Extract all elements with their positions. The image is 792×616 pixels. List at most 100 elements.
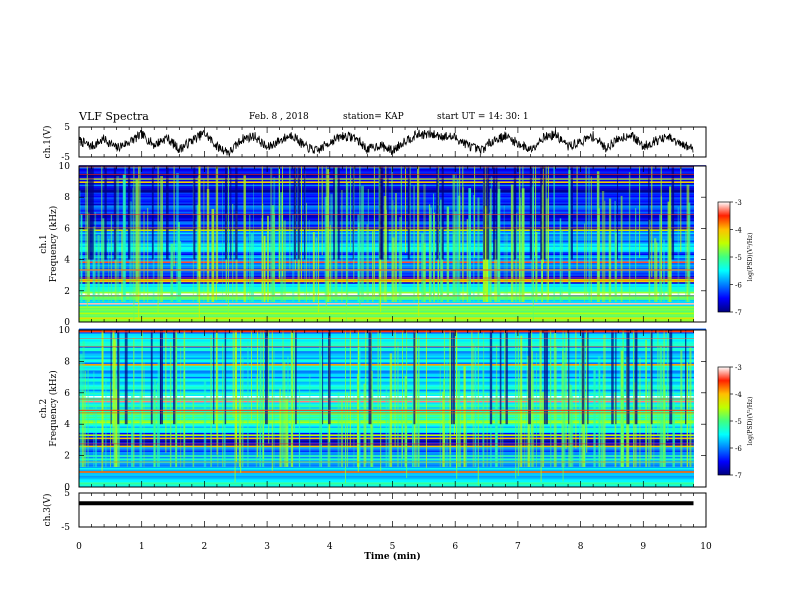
spectrogram-streak (97, 234, 100, 302)
x-tick-label: 9 (640, 542, 646, 552)
y-tick-label: 8 (64, 357, 70, 367)
spectrogram-row (79, 371, 706, 374)
spectrogram-streak (542, 391, 545, 467)
spectrogram-streak (392, 200, 394, 302)
spectrogram-sferic (568, 166, 570, 289)
spectrogram-streak (546, 198, 549, 302)
spectrogram-streak (327, 169, 330, 302)
spectrogram-streak (372, 390, 374, 467)
spectrogram-sferic (199, 166, 201, 280)
spectrogram-streak (110, 382, 111, 467)
spectrogram-streak (143, 211, 145, 302)
spectrogram-streak (243, 175, 246, 302)
spectrogram-row (79, 432, 706, 435)
spectrogram-streak (337, 392, 340, 467)
spectrogram-streak (280, 402, 282, 467)
spectrogram-streak (621, 387, 623, 467)
spectrogram-streak (510, 184, 514, 302)
spectrogram-sferic (539, 330, 541, 436)
spectrogram-sferic (394, 330, 396, 447)
colorbar-label: log(PSD)(V²/Hz) (747, 397, 754, 446)
spectrogram-streak (203, 178, 205, 302)
spectrogram-streak (600, 395, 602, 467)
spectrogram-row (79, 395, 706, 398)
spectrogram-sferic (234, 330, 236, 482)
spectrogram-streak (281, 400, 283, 467)
spectrogram-sferic (562, 330, 564, 482)
spectrogram-streak (601, 191, 605, 302)
spectrogram-row (79, 440, 706, 443)
spectrogram-sferic (474, 166, 476, 258)
spectrogram-row (79, 447, 706, 449)
spectrogram-streak (483, 332, 485, 467)
spectrogram-gap (225, 166, 228, 260)
spectrogram-sferic (519, 166, 521, 280)
spectrogram-streak (177, 222, 180, 302)
spectrogram-row (79, 467, 706, 470)
start-time-label: start UT = 14: 30: 1 (437, 112, 529, 122)
spectrogram-sferic (462, 166, 464, 279)
x-tick-label: 1 (139, 542, 145, 552)
colorbar-tick-label: -4 (735, 227, 742, 235)
spectrogram-sferic (215, 166, 217, 301)
spectrogram-sferic (417, 166, 419, 298)
spectrogram-streak (490, 176, 493, 302)
spectrogram-gap (88, 166, 92, 260)
x-tick-label: 0 (76, 542, 82, 552)
spectrogram-sferic (504, 330, 506, 420)
colorbar-tick-label: -5 (735, 254, 742, 262)
x-tick-label: 4 (327, 542, 333, 552)
spectrogram-row (79, 397, 706, 400)
spectrogram-sferic (545, 166, 547, 259)
spectrogram-streak (659, 345, 663, 467)
spectrogram-row (79, 343, 706, 345)
spectrogram-streak (526, 335, 527, 467)
spectrogram-gap (230, 166, 232, 260)
spectrogram-sferic (301, 166, 302, 280)
spectrogram-streak (105, 378, 107, 467)
spectrogram-streak (413, 185, 415, 302)
y-axis-label: Frequency (kHz) (48, 206, 59, 283)
spectrogram-streak (113, 368, 117, 467)
spectrogram-sferic (405, 166, 406, 253)
spectrogram-streak (563, 352, 566, 467)
spectrogram-streak (583, 385, 585, 467)
spectrogram-sferic (586, 330, 588, 453)
station-label: station= KAP (343, 112, 404, 122)
spectrogram-row (79, 360, 706, 363)
spectrogram-gap (648, 166, 650, 260)
spectrogram-gap (337, 166, 340, 260)
spectrogram-gap (495, 166, 498, 260)
spectrogram-sferic (112, 330, 114, 444)
spectrogram-row (79, 336, 706, 339)
spectrogram-sferic (251, 330, 252, 423)
ch1-voltage-trace (78, 129, 694, 156)
spectrogram-streak (672, 401, 675, 467)
spectrogram-row (79, 365, 706, 368)
spectrogram-gap (587, 330, 589, 425)
spectrogram-sferic (680, 166, 682, 252)
spectrogram-streak (139, 391, 143, 467)
spectrogram-sferic (216, 330, 218, 455)
y-tick-label: 10 (59, 162, 71, 172)
y-tick-label: 10 (59, 326, 71, 336)
spectrogram-gap (213, 330, 215, 425)
spectrogram-sferic (261, 166, 263, 293)
spectrogram-row (79, 435, 706, 438)
spectrogram-gap (545, 330, 548, 425)
x-tick-label: 8 (578, 542, 584, 552)
spectrogram-streak (466, 219, 469, 302)
spectrogram-streak (129, 201, 132, 302)
spectrogram-streak (486, 392, 488, 467)
spectrogram-sferic (141, 330, 143, 425)
colorbar-tick-label: -3 (735, 199, 742, 207)
spectrogram-row (79, 403, 706, 406)
spectrogram-streak (503, 205, 505, 302)
spectrogram-gap (160, 330, 164, 425)
spectrogram-streak (634, 382, 637, 467)
spectrogram-streak (532, 351, 534, 467)
spectrogram-streak (568, 383, 571, 467)
spectrogram-gap (293, 166, 296, 260)
spectrogram-row (79, 307, 706, 310)
spectrogram-streak (320, 355, 322, 467)
